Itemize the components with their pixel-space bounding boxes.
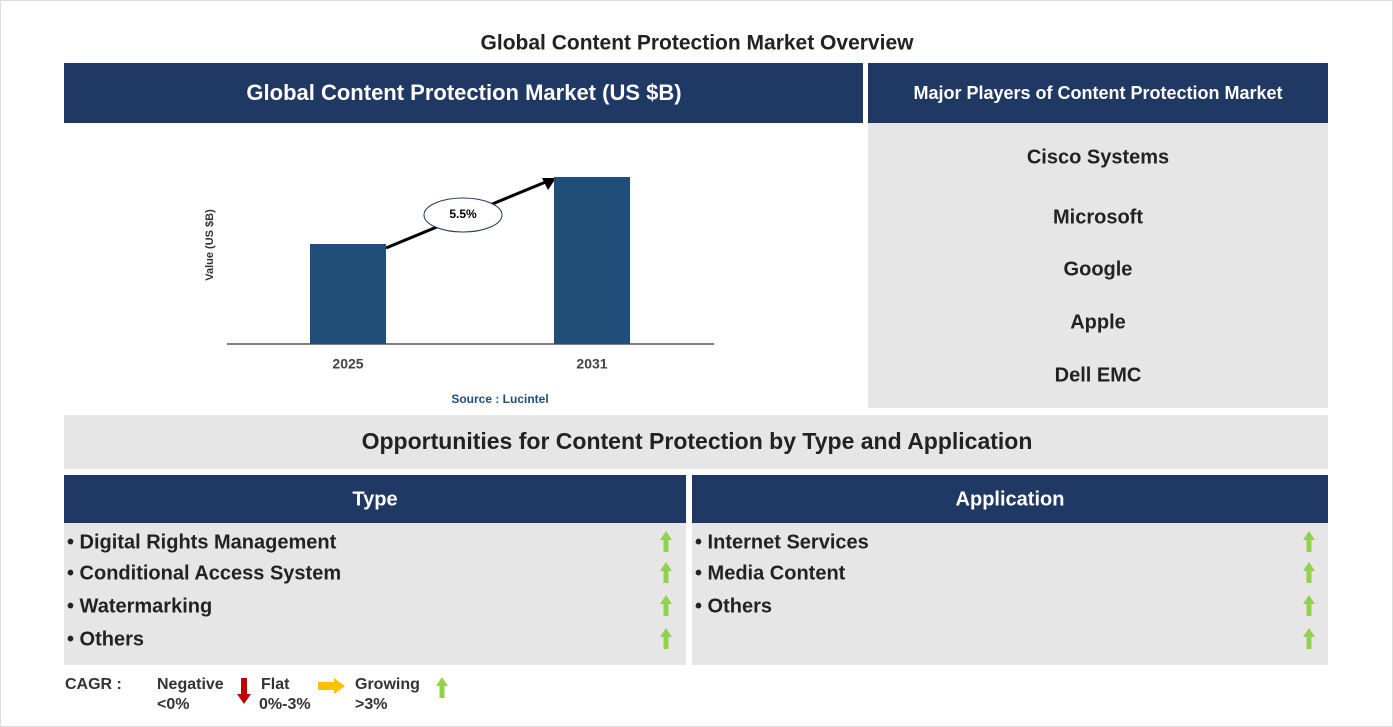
type-item: • Watermarking [67,595,212,617]
y-axis-label: Value (US $B) [204,209,216,281]
application-item: • Others [695,595,772,617]
opportunities-heading: Opportunities for Content Protection by … [362,428,1033,454]
type-item: • Others [67,628,144,650]
flat-arrow [318,678,345,694]
legend-text: <0% [157,696,189,713]
opportunities-banner [64,415,1328,469]
player-name: Google [1064,258,1133,280]
bar [554,177,630,344]
growing-arrow [660,595,672,616]
type-panel [64,523,686,665]
x-tick-label: 2031 [576,356,607,372]
legend-label: CAGR : [65,676,122,693]
type-item: • Digital Rights Management [67,531,337,553]
x-tick-label: 2025 [332,356,363,372]
application-heading: Application [956,488,1065,510]
growing-arrow [1303,562,1315,583]
players-panel [868,123,1328,408]
legend-text: 0%-3% [259,696,311,713]
growing-arrow [660,628,672,649]
legend-text: Negative [157,676,224,693]
growing-arrow [1303,628,1315,649]
player-name: Dell EMC [1055,364,1142,386]
legend-text: >3% [355,696,387,713]
legend-text: Growing [355,676,420,693]
application-panel [692,523,1328,665]
application-item: • Media Content [695,562,846,584]
market-heading: Global Content Protection Market (US $B) [246,80,681,105]
page-title: Global Content Protection Market Overvie… [481,32,915,55]
source: Source : Lucintel [451,392,548,406]
player-name: Microsoft [1053,206,1143,228]
type-header [64,475,686,523]
growing-arrow [1303,595,1315,616]
market-header [64,63,863,123]
cagr-arrow-head [542,178,556,190]
growing-arrow [660,531,672,552]
growing-arrow [436,677,448,698]
type-item: • Conditional Access System [67,562,341,584]
player-name: Apple [1070,311,1126,333]
bar [310,244,386,344]
player-name: Cisco Systems [1027,146,1169,168]
players-heading: Major Players of Content Protection Mark… [913,83,1282,103]
negative-arrow [237,678,251,704]
application-item: • Internet Services [695,531,869,553]
cagr-bubble [423,197,503,233]
cagr-label: 5.5% [449,207,477,221]
legend-text: Flat [261,676,290,693]
type-heading: Type [352,488,397,510]
application-header [692,475,1328,523]
growing-arrow [1303,531,1315,552]
players-header [868,63,1328,123]
growing-arrow [660,562,672,583]
